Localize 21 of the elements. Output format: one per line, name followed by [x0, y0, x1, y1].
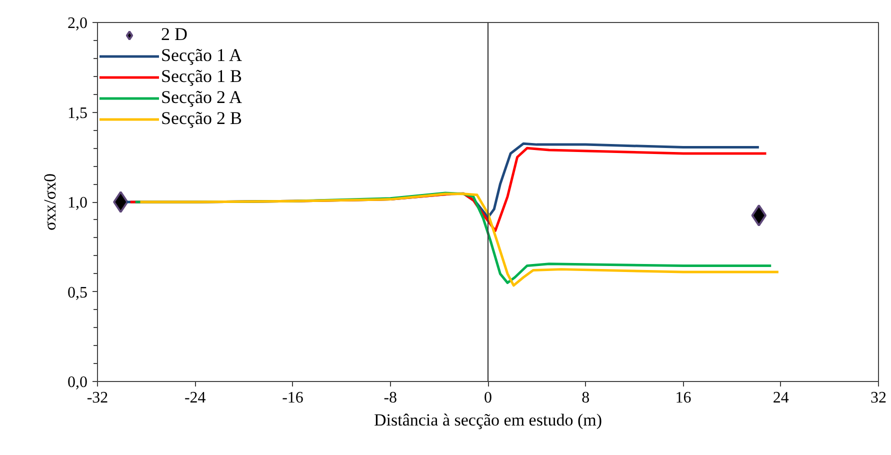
y-tick-label: 0,0	[68, 374, 88, 391]
x-tick-label: 0	[484, 390, 492, 406]
legend-label: 2 D	[161, 24, 188, 45]
legend-label: Secção 2 B	[161, 108, 242, 129]
y-tick-label: 1,0	[68, 194, 88, 212]
x-tick-label: 8	[582, 390, 590, 406]
x-tick-label: 16	[675, 390, 692, 406]
y-axis-title: σxx/σx0	[40, 173, 60, 231]
x-tick-label: -8	[384, 390, 398, 406]
y-tick-label: 2,0	[68, 15, 88, 32]
legend-label: Secção 1 A	[161, 45, 242, 66]
x-tick-label: -16	[282, 390, 304, 406]
legend-label: Secção 2 A	[161, 87, 242, 108]
x-tick-label: 32	[870, 390, 886, 406]
y-tick-label: 0,5	[68, 284, 88, 302]
x-tick-label: 24	[772, 390, 789, 406]
x-axis-title: Distância à secção em estudo (m)	[374, 410, 602, 430]
legend-label: Secção 1 B	[161, 66, 242, 87]
x-tick-label: -24	[184, 390, 206, 406]
y-tick-label: 1,5	[68, 104, 88, 122]
x-tick-label: -32	[86, 390, 108, 406]
